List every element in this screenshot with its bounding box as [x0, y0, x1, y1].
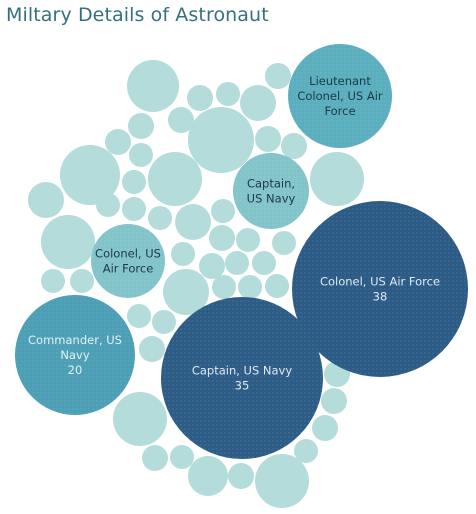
minor-bubble — [127, 304, 151, 328]
minor-bubble — [310, 152, 364, 206]
minor-bubble — [129, 143, 153, 167]
bubble-label: Force — [324, 104, 355, 118]
minor-bubble — [312, 415, 338, 441]
minor-bubble — [255, 454, 309, 508]
minor-bubble — [41, 269, 65, 293]
minor-bubble — [128, 113, 154, 139]
minor-bubble — [163, 269, 209, 315]
minor-bubble — [171, 242, 195, 266]
minor-bubble — [236, 228, 260, 252]
minor-bubble — [188, 107, 254, 173]
minor-bubble — [96, 193, 120, 217]
minor-bubble — [127, 60, 179, 112]
minor-bubble — [152, 310, 176, 334]
bubble-label: 38 — [373, 290, 388, 304]
minor-bubble — [168, 107, 194, 133]
minor-bubble — [255, 126, 281, 152]
bubble-texture — [15, 295, 135, 415]
bubble-label: Colonel, US — [95, 247, 161, 261]
bubble-texture — [288, 44, 392, 148]
bubble-label: US Navy — [247, 192, 296, 206]
minor-bubble — [294, 439, 318, 463]
bubble-label: Captain, US Navy — [192, 364, 293, 378]
minor-bubble — [211, 199, 235, 223]
bubble-label: Lieutenant — [309, 74, 371, 88]
bubble-label: 35 — [235, 379, 250, 393]
bubble-texture — [292, 201, 468, 377]
bubble-texture — [233, 153, 309, 229]
minor-bubble — [28, 182, 64, 218]
bubble-label: Commander, US — [28, 333, 122, 347]
minor-bubble — [265, 274, 289, 298]
bubble-label: Colonel, US Air Force — [320, 275, 440, 289]
bubble-texture — [161, 297, 323, 459]
minor-bubble — [41, 215, 95, 269]
minor-bubble — [148, 206, 172, 230]
minor-bubble — [139, 336, 165, 362]
bubble-texture — [91, 224, 165, 298]
minor-bubble — [122, 197, 146, 221]
bubble-label: Air Force — [103, 262, 154, 276]
minor-bubble — [281, 133, 307, 159]
minor-bubble — [188, 456, 228, 496]
minor-bubble — [70, 269, 94, 293]
minor-bubble — [240, 85, 276, 121]
minor-bubble — [122, 170, 146, 194]
minor-bubble — [148, 152, 202, 206]
minor-bubble — [252, 251, 276, 275]
minor-bubble — [175, 204, 211, 240]
minor-bubble — [272, 231, 296, 255]
minor-bubble — [113, 392, 167, 446]
minor-bubble — [199, 253, 225, 279]
chart-title: Miltary Details of Astronaut — [6, 4, 269, 26]
minor-bubble — [142, 445, 168, 471]
bubble-label: 20 — [68, 363, 83, 377]
minor-bubble — [209, 225, 235, 251]
minor-bubble — [265, 63, 291, 89]
minor-bubble — [321, 388, 347, 414]
minor-bubble — [238, 275, 262, 299]
minor-bubble — [60, 145, 120, 205]
minor-bubble — [225, 251, 249, 275]
bubble-label: Colonel, US Air — [297, 89, 383, 103]
minor-bubble — [216, 82, 240, 106]
minor-bubble — [105, 129, 131, 155]
minor-bubble — [170, 445, 194, 469]
bubble-label: Captain, — [247, 177, 295, 191]
minor-bubble — [228, 463, 254, 489]
minor-bubble — [187, 85, 213, 111]
minor-bubble — [212, 275, 236, 299]
bubble-label: Navy — [60, 348, 89, 362]
